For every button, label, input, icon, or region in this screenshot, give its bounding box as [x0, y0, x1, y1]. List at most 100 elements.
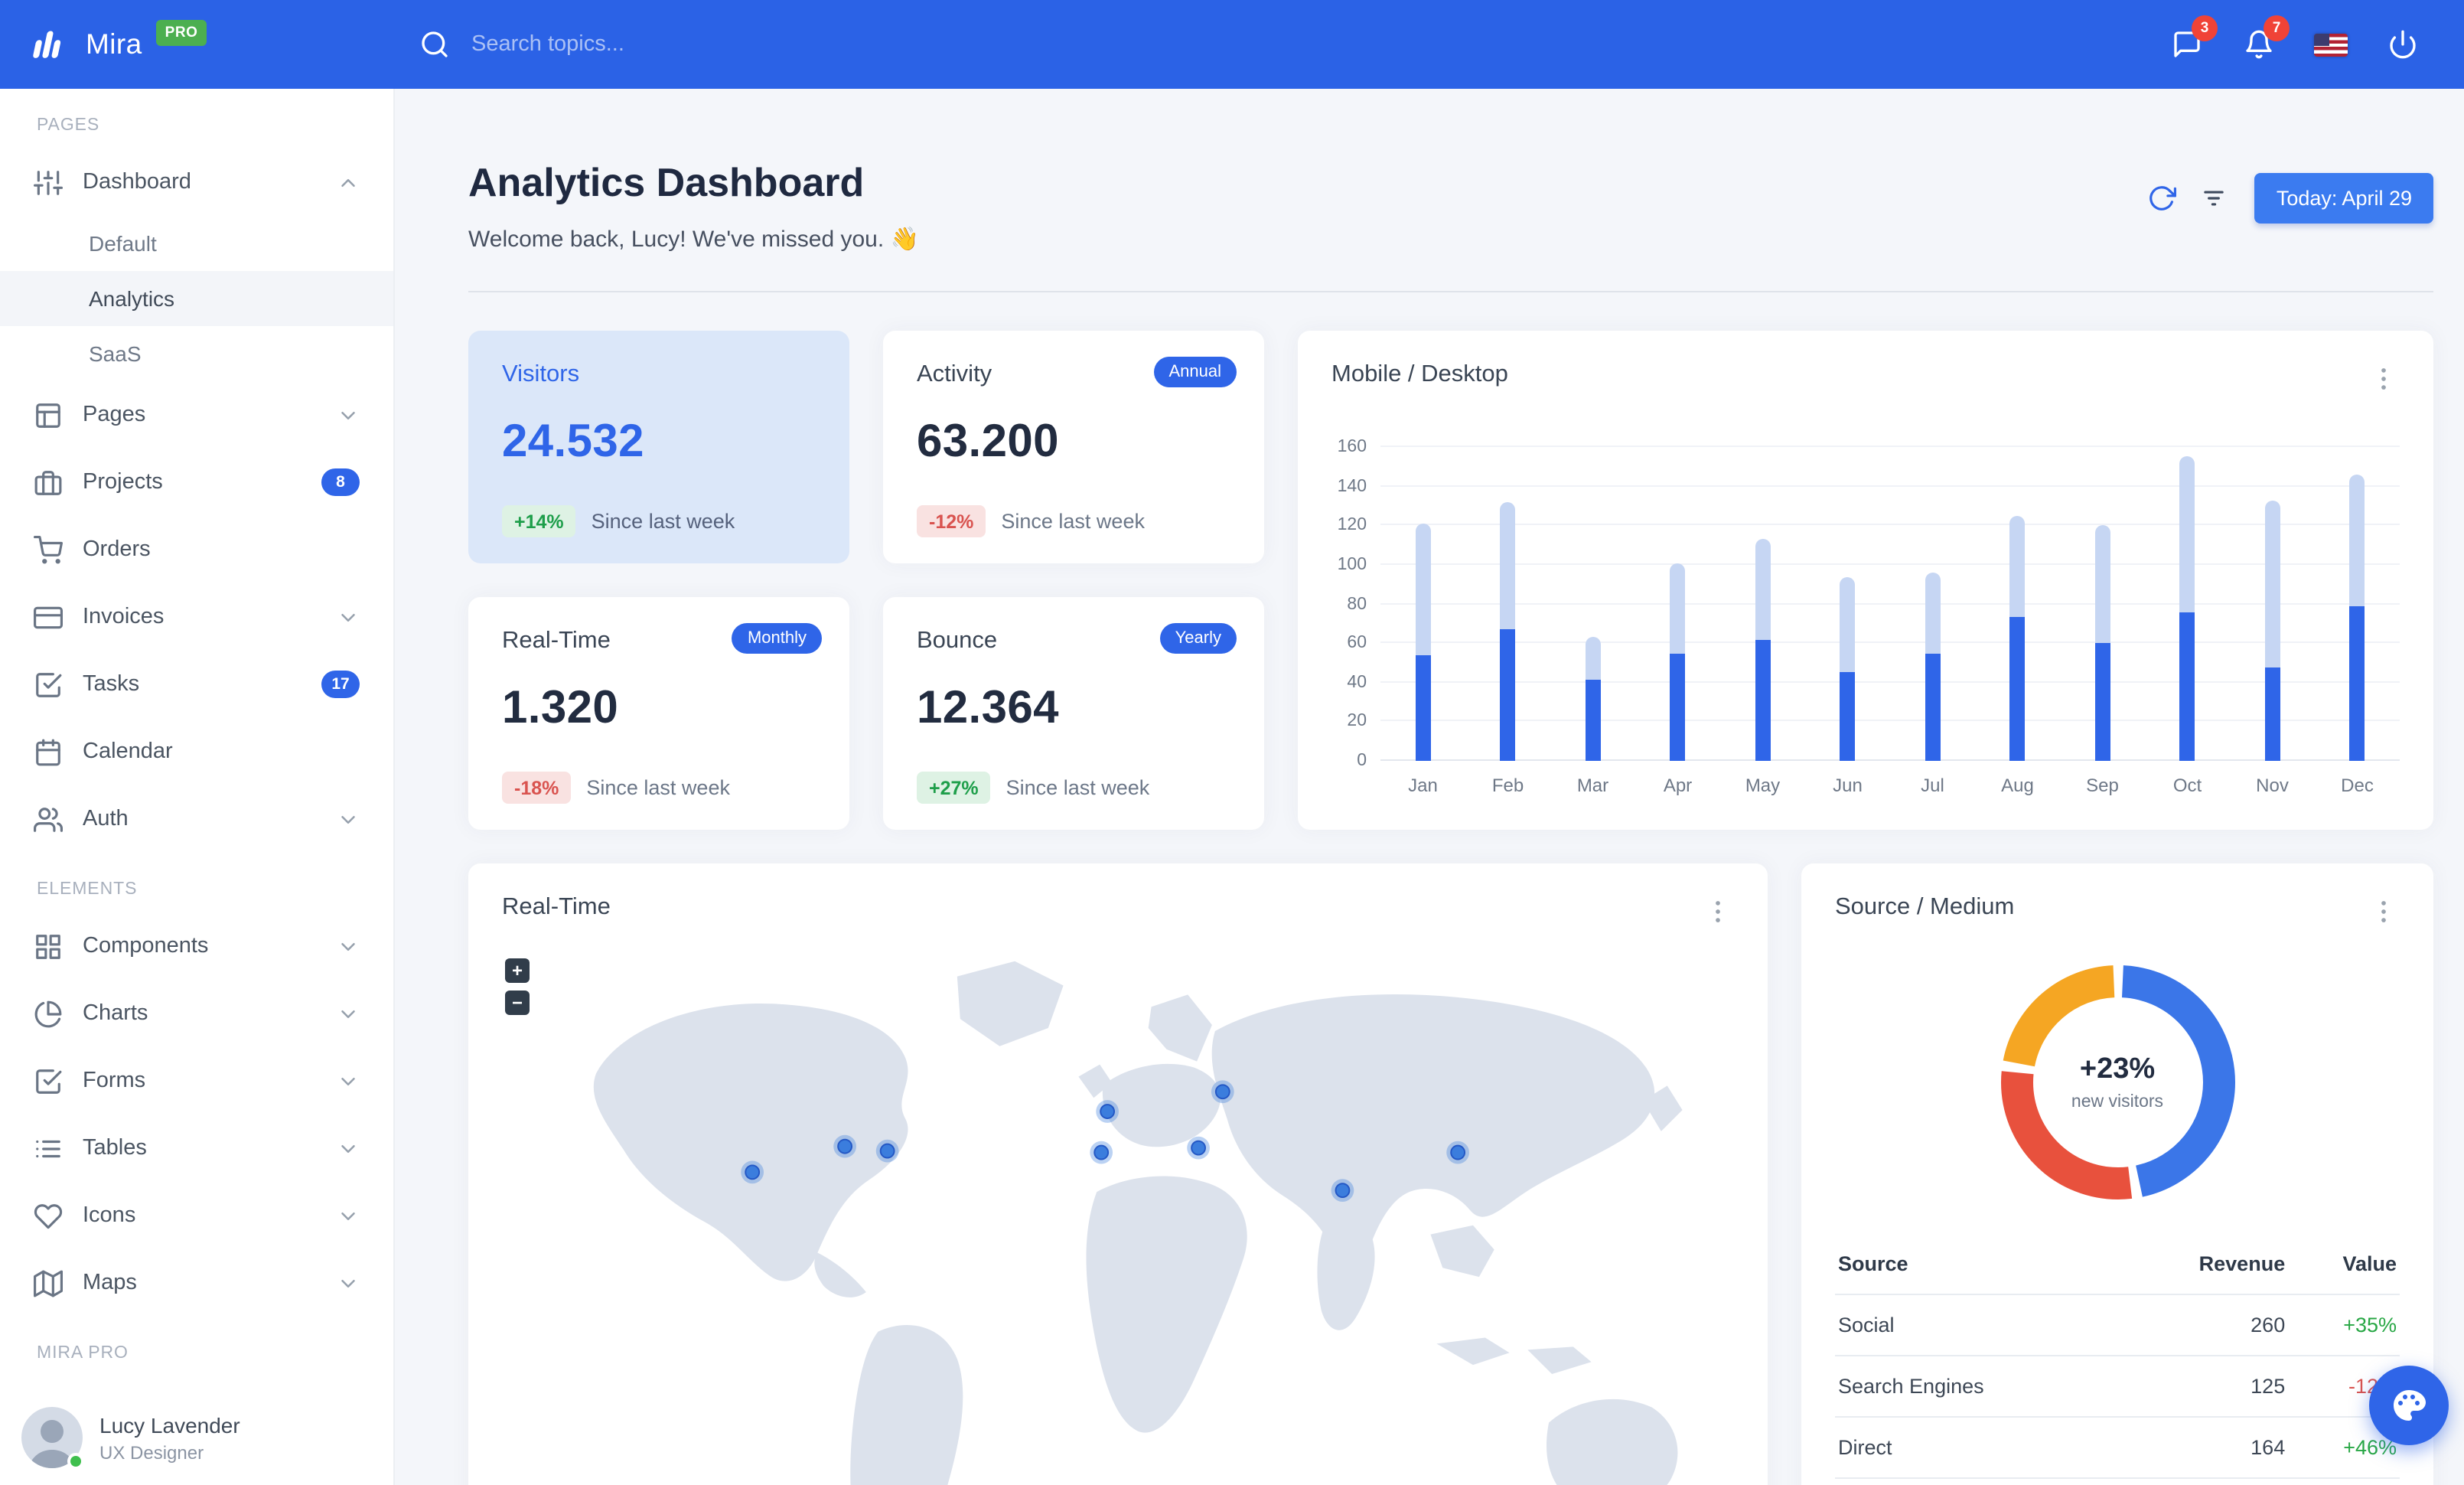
bar-feb[interactable] [1500, 501, 1516, 761]
language-flag-button[interactable] [2300, 14, 2361, 75]
cell-value: +35% [2288, 1294, 2400, 1356]
stat-delta-badge: +27% [917, 772, 991, 804]
sidebar-item-tasks[interactable]: Tasks 17 [0, 651, 393, 718]
stats-grid: Visitors 24.532 +14% Since last week Activit… [468, 331, 1264, 830]
sidebar-item-tables[interactable]: Tables [0, 1115, 393, 1182]
bar-oct[interactable] [2179, 456, 2195, 761]
filter-button[interactable] [2188, 171, 2240, 224]
bar-may[interactable] [1755, 539, 1771, 761]
global-search [419, 29, 897, 60]
x-tick-label: Jul [1921, 775, 1944, 796]
heart-icon [34, 1203, 63, 1229]
bar-jul[interactable] [1925, 573, 1941, 761]
brand[interactable]: Mira PRO [0, 19, 395, 65]
bar-sep[interactable] [2094, 525, 2110, 761]
chevron-down-icon [341, 1077, 355, 1085]
sidebar-section-label-elements: ELEMENTS [37, 880, 138, 899]
bar-nov[interactable] [2264, 500, 2280, 761]
sidebar-item-label: Components [83, 934, 209, 958]
mobile-desktop-card: Mobile / Desktop 0 20 40 60 80 100 120 140 160 J… [1298, 331, 2433, 830]
sidebar-subitem-default[interactable]: Default [89, 231, 157, 256]
sidebar-item-orders[interactable]: Orders [0, 516, 393, 583]
sidebar-subitem-analytics[interactable]: Analytics [0, 271, 393, 326]
gridline [1380, 720, 2400, 722]
map-marker[interactable] [1100, 1104, 1116, 1119]
bar-jan[interactable] [1415, 523, 1431, 761]
x-tick-label: Aug [2001, 775, 2034, 796]
table-row-search-engines[interactable]: Search Engines 125 -12% [1835, 1356, 2400, 1418]
map-marker[interactable] [837, 1138, 853, 1154]
gridline [1380, 445, 2400, 447]
map-zoom-in-button[interactable]: + [505, 958, 530, 983]
sidebar-user[interactable]: Lucy Lavender UX Designer [0, 1390, 393, 1485]
cell-revenue: 164 [2117, 1417, 2289, 1479]
map-marker[interactable] [879, 1143, 895, 1159]
search-input[interactable] [468, 31, 897, 58]
sidebar-subitem-saas[interactable]: SaaS [89, 341, 142, 366]
stat-period-pill[interactable]: Yearly [1159, 623, 1237, 654]
stat-delta-badge: -12% [917, 505, 986, 537]
power-button[interactable] [2372, 14, 2433, 75]
map-marker[interactable] [1450, 1144, 1466, 1160]
stat-caption: Since last week [1001, 510, 1145, 533]
map-marker[interactable] [1214, 1084, 1230, 1100]
list-icon [36, 1139, 60, 1157]
bar-aug[interactable] [2009, 515, 2026, 761]
source-card-menu-button[interactable] [2366, 894, 2400, 928]
refresh-button[interactable] [2136, 171, 2188, 224]
sidebar-item-invoices[interactable]: Invoices [0, 583, 393, 651]
chevron-down-icon [341, 1010, 355, 1017]
world-map[interactable] [502, 940, 1734, 1485]
sidebar-item-charts[interactable]: Charts [0, 980, 393, 1047]
sidebar-item-auth[interactable]: Auth [0, 785, 393, 853]
stat-value: 1.320 [502, 683, 619, 733]
sidebar-item-label: Forms [83, 1069, 146, 1093]
map-zoom-out-button[interactable]: − [505, 991, 530, 1015]
bar-apr[interactable] [1670, 563, 1686, 761]
stat-value: 24.532 [502, 416, 644, 467]
messages-button[interactable]: 3 [2156, 14, 2218, 75]
stat-delta-badge: +14% [502, 505, 576, 537]
check-square-icon [36, 1069, 62, 1093]
table-row-social[interactable]: Social 260 +35% [1835, 1294, 2400, 1356]
map-marker[interactable] [1191, 1140, 1206, 1156]
donut-slice-direct[interactable] [2000, 965, 2234, 1199]
donut-slice-social[interactable] [2000, 965, 2234, 1199]
sidebar-item-maps[interactable]: Maps [0, 1249, 393, 1317]
sidebar-item-calendar[interactable]: Calendar [0, 718, 393, 785]
stat-period-pill[interactable]: Monthly [732, 623, 822, 654]
date-range-button[interactable]: Today: April 29 [2254, 172, 2433, 223]
sidebar-item-components[interactable]: Components [0, 912, 393, 980]
y-tick-label: 120 [1337, 516, 1367, 535]
sidebar-item-label: Tasks [83, 672, 140, 697]
map-marker[interactable] [1335, 1183, 1351, 1199]
map-card-menu-button[interactable] [1700, 894, 1734, 928]
bar-chart-y-axis: 0 20 40 60 80 100 120 140 160 [1331, 438, 1380, 770]
bar-segment-mobile [1925, 653, 1941, 761]
bar-dec[interactable] [2349, 474, 2365, 761]
sidebar-item-dashboard[interactable]: Dashboard [0, 148, 393, 216]
stat-footer: +27% Since last week [917, 772, 1149, 804]
map-marker[interactable] [745, 1164, 761, 1180]
bar-column-nov [2230, 447, 2315, 761]
bar-segment-mobile [1755, 639, 1771, 761]
sidebar-item-projects[interactable]: Projects 8 [0, 449, 393, 516]
map-marker[interactable] [1093, 1144, 1110, 1160]
table-row-direct[interactable]: Direct 164 +46% [1835, 1417, 2400, 1479]
gridline [1380, 563, 2400, 565]
stat-card-activity: Activity Annual 63.200 -12% Since last week [883, 331, 1264, 563]
stat-period-pill[interactable]: Annual [1153, 357, 1237, 387]
sidebar-item-label: Auth [83, 807, 129, 831]
bar-chart-x-axis: Jan Feb Mar Apr May Jun Jul Aug Sep Oct Nov Dec [1380, 775, 2400, 796]
sidebar-item-icons[interactable]: Icons [0, 1182, 393, 1249]
stat-value: 12.364 [917, 683, 1059, 733]
sidebar-item-forms[interactable]: Forms [0, 1047, 393, 1115]
theme-customizer-button[interactable] [2369, 1366, 2449, 1445]
sidebar-item-pages[interactable]: Pages [0, 381, 393, 449]
chart-card-menu-button[interactable] [2366, 361, 2400, 395]
notifications-button[interactable]: 7 [2228, 14, 2290, 75]
user-avatar [21, 1407, 84, 1470]
bar-jun[interactable] [1840, 576, 1856, 761]
chevron-down-icon [341, 613, 355, 621]
bar-mar[interactable] [1585, 637, 1601, 761]
